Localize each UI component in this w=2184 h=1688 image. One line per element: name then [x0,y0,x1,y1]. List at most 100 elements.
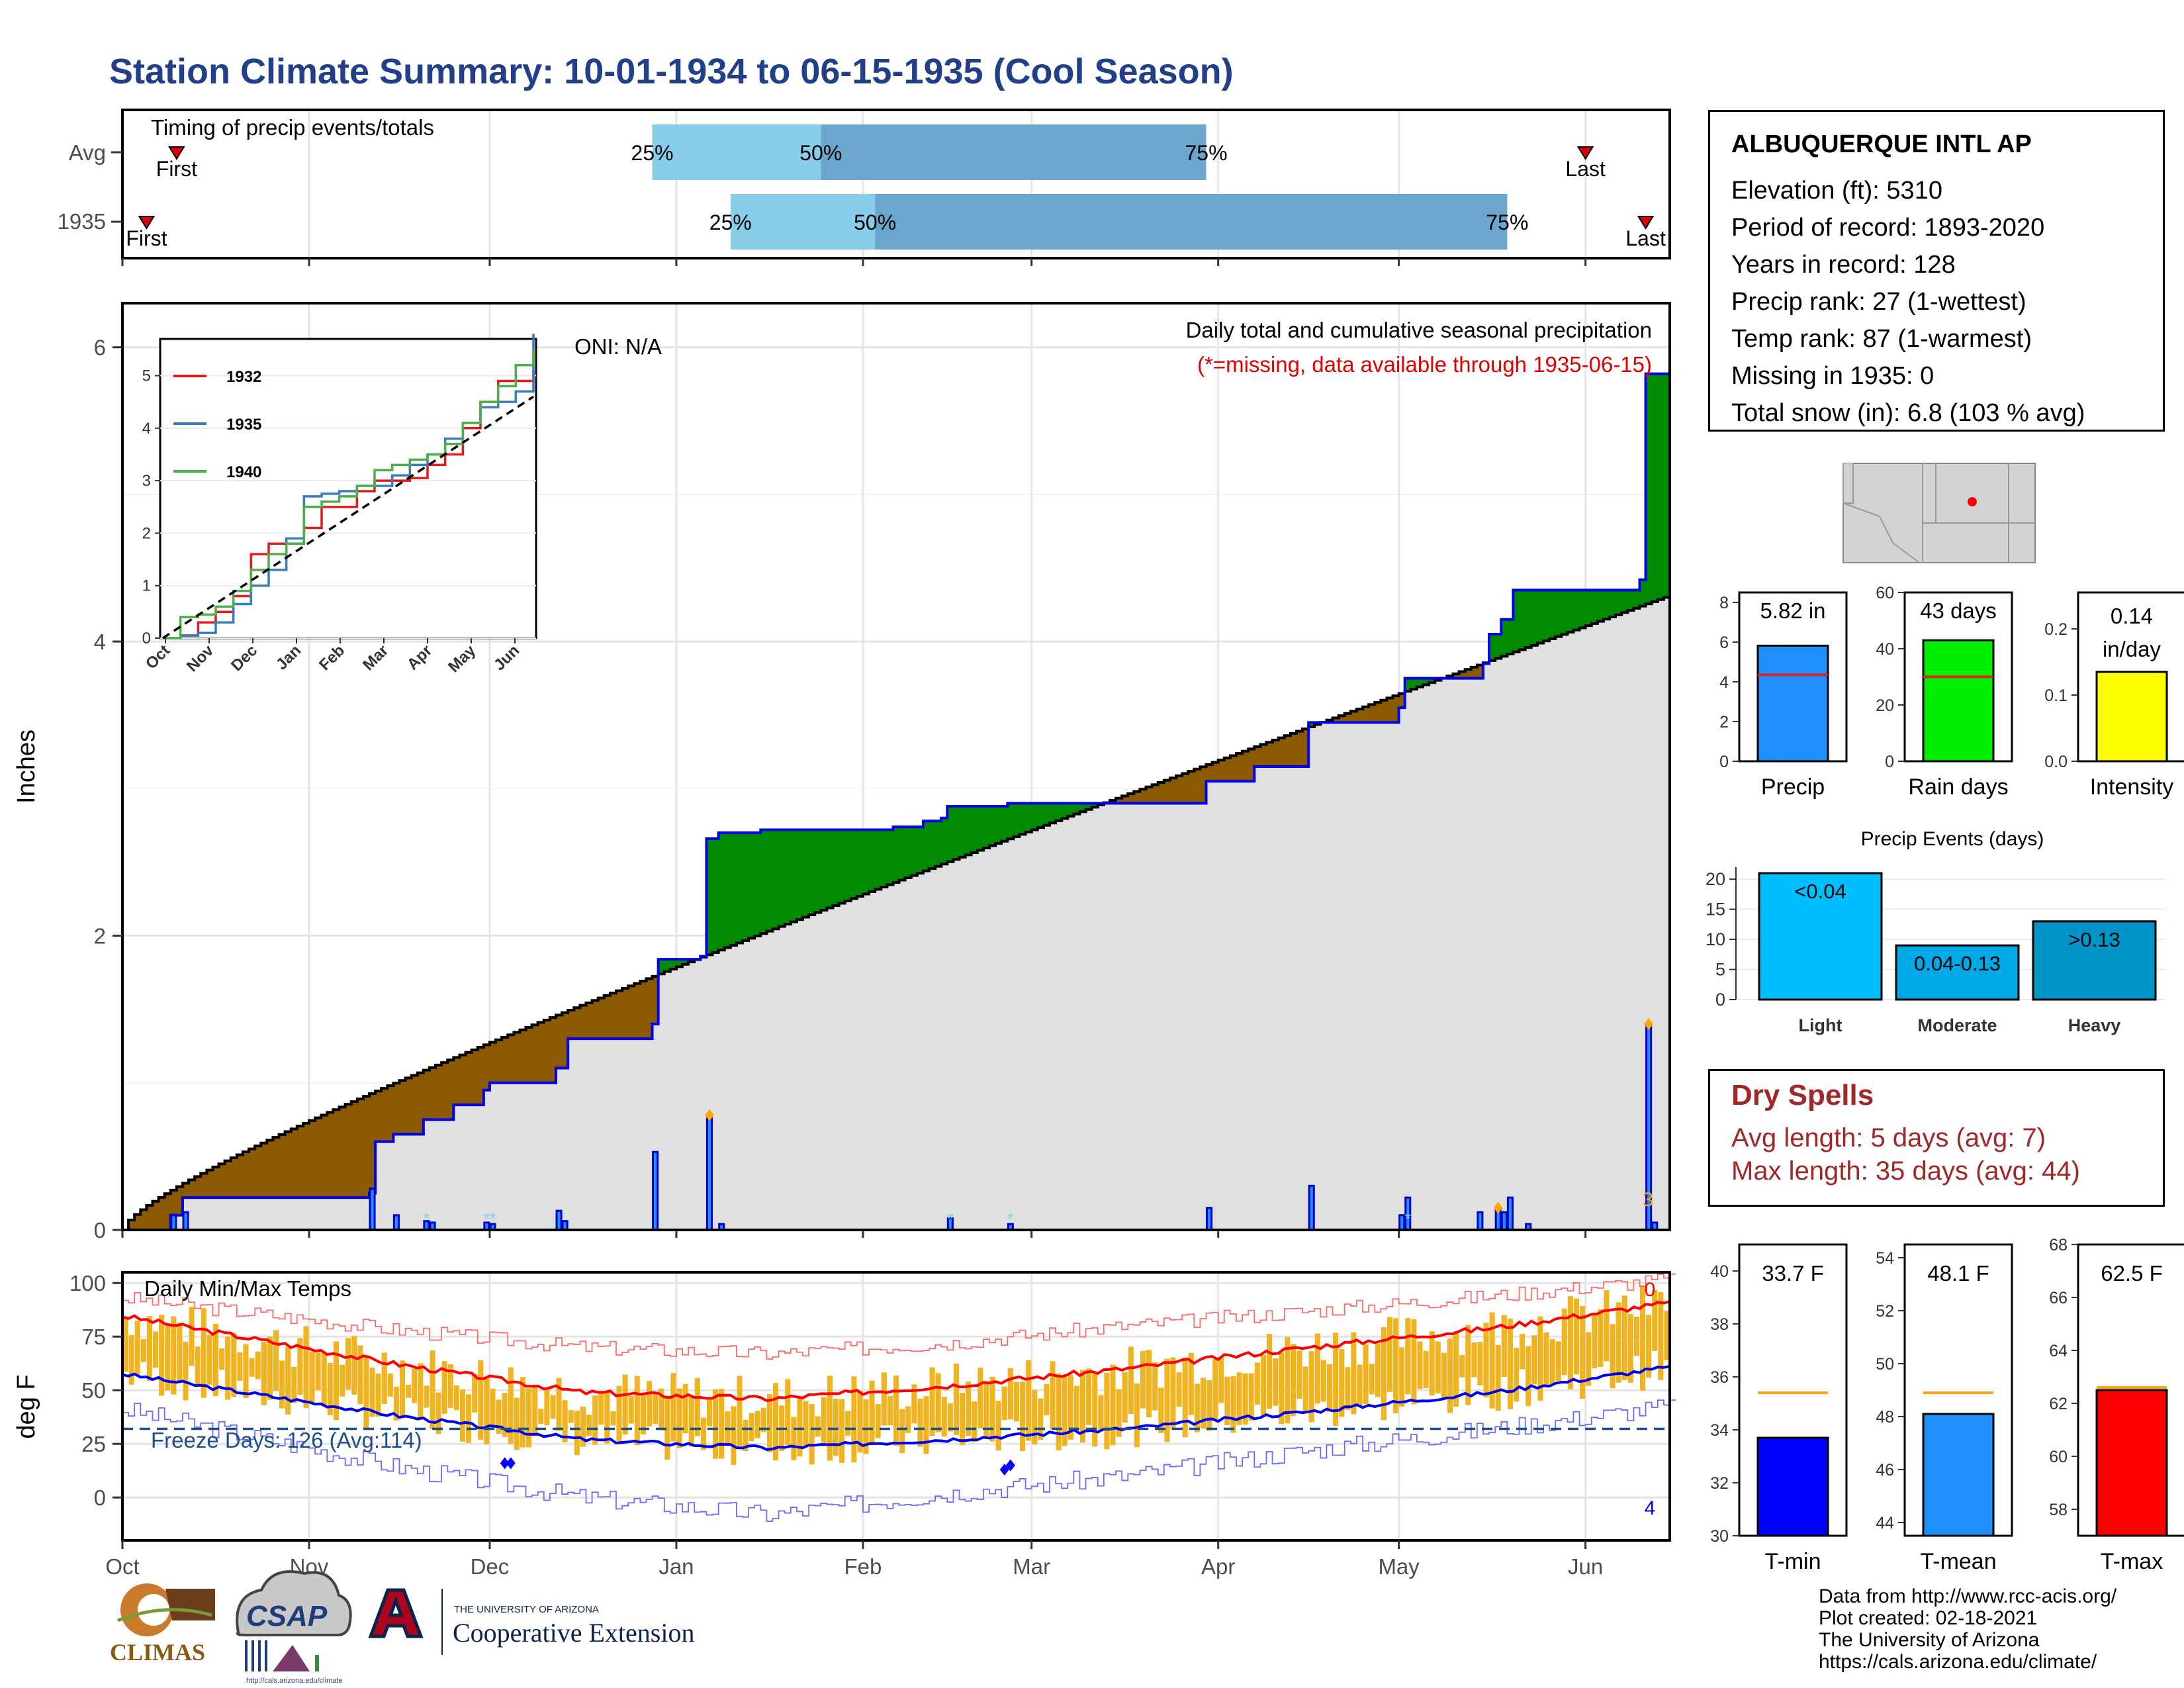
summary-value-label: 62.5 F [2101,1261,2163,1286]
daily-temp-bar [960,1392,966,1446]
daily-temp-bar [1326,1364,1333,1412]
daily-temp-bar [978,1368,983,1429]
precip-ytick-label: 0 [94,1218,106,1243]
precip-departure-band [1381,700,1388,723]
precip-departure-band [935,821,942,867]
daily-temp-bar [1453,1331,1459,1407]
precip-departure-band [947,806,954,862]
trace-marker: * [1007,1209,1014,1229]
daily-temp-bar [694,1378,700,1436]
precip-departure-band [893,827,900,883]
daily-temp-bar [206,1335,212,1385]
precip-departure-band [610,993,617,1039]
daily-temp-bar [803,1401,809,1446]
precip-departure-band [1188,771,1195,804]
daily-temp-bar [574,1411,580,1456]
precip-departure-band [827,829,834,908]
summary-bar [2095,671,2168,763]
summary-bar-name: Rain days [1908,774,2008,800]
daily-temp-bar [177,1323,183,1383]
precip-departure-band [1224,757,1231,782]
summary-ytick-label: 4 [1719,673,1729,692]
daily-temp-bar [1128,1346,1134,1415]
precip-caption: Daily total and cumulative seasonal prec… [1186,318,1652,342]
summary-ytick-label: 40 [1710,1262,1729,1281]
daily-temp-bar [646,1381,653,1427]
precip-departure-band [1242,751,1249,782]
daily-temp-bar [1429,1331,1435,1396]
precip-departure-band [363,1096,370,1198]
csap-logo: CSAP http://cals.arizona.edu/climate [236,1570,352,1685]
snow-marker [704,1109,714,1121]
daily-temp-bar [893,1376,899,1446]
events-bar [2032,920,2157,1001]
precip-departure-band [833,829,840,906]
daily-temp-bar [1158,1387,1164,1433]
precip-departure-band [399,1080,406,1135]
precip-departure-band [562,1012,569,1068]
precip-departure-band [339,1107,346,1198]
timing-panel: Timing of precip events/totals Avg 1935 … [58,109,1671,266]
summary-bar [1922,639,1995,763]
daily-precip-bar [170,1214,177,1231]
daily-temp-bar [357,1345,363,1405]
csap-url: http://cals.arizona.edu/climate [246,1677,343,1685]
summary-ytick-label: 60 [2049,1448,2068,1466]
daily-temp-bar [1598,1309,1604,1367]
daily-temp-bar [995,1401,1001,1451]
precip-departure-band [1387,698,1394,723]
month-xtick-label: Jan [659,1554,694,1579]
daily-temp-bar [1146,1350,1152,1417]
daily-temp-bar [1164,1358,1170,1442]
daily-temp-bar [1633,1317,1640,1356]
daily-temp-bar [159,1315,165,1396]
precip-departure-band [1429,678,1435,683]
snow-marker [1644,1017,1654,1030]
daily-temp-bar [1297,1350,1302,1399]
summary-ytick-label: 40 [1876,640,1894,659]
precip-departure-band [790,829,797,922]
precip-departure-band [1025,803,1032,832]
precip-departure-band [525,1027,533,1083]
daily-temp-bar [749,1413,754,1442]
precip-departure-band [652,976,659,1024]
precip-departure-band [1152,784,1159,804]
summary-ytick-label: 32 [1710,1474,1729,1493]
daily-temp-bar [700,1417,706,1450]
daily-temp-bar [1291,1344,1297,1417]
precip-departure-band [1615,590,1622,615]
precip-departure-band [1146,786,1153,804]
precip-departure-band [465,1052,473,1105]
events-bar-label: >0.13 [2068,928,2120,951]
summary-bar-name: T-mean [1920,1549,1996,1574]
daily-temp-bar [682,1383,688,1434]
events-bar [1895,944,2020,1001]
precip-departure-band [520,1029,527,1083]
daily-temp-bar [773,1383,779,1461]
daily-temp-bar [406,1384,412,1398]
precip-departure-band [646,978,653,1039]
daily-temp-bar [472,1374,478,1413]
daily-temp-bar [466,1394,472,1443]
temp-ylabel: deg F [13,1374,40,1438]
precip-departure-band [1332,718,1340,723]
precip-departure-band [688,959,695,962]
precip-departure-band [1657,373,1664,600]
daily-temp-bar [640,1394,646,1434]
precip-departure-band [1049,803,1056,823]
precip-departure-band [327,1112,334,1198]
precip-departure-band [1525,590,1532,648]
precip-departure-band [1404,678,1412,692]
precip-departure-band [489,1042,496,1083]
daily-temp-bar [1447,1338,1453,1413]
daily-temp-bar [1032,1389,1038,1444]
precip-departure-band [1043,803,1050,825]
daily-temp-bar [706,1398,713,1427]
timing-first-marker [138,216,156,230]
daily-temp-bar [1652,1289,1658,1351]
daily-temp-bar [905,1406,911,1433]
precip-departure-band [1176,775,1183,804]
daily-temp-bar [1050,1361,1056,1429]
daily-temp-bar [315,1352,321,1391]
station-temp-rank: Temp rank: 87 (1-warmest) [1731,325,2032,353]
